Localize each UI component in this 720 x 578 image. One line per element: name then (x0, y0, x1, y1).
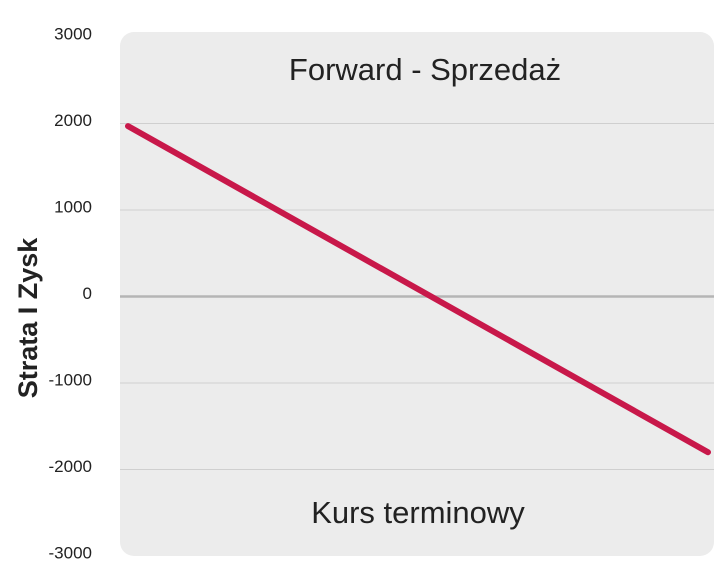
x-axis-label: Kurs terminowy (311, 495, 525, 530)
line-series (125, 123, 711, 456)
y-axis-label: Strata I Zysk (13, 237, 43, 399)
y-tick-label: -2000 (49, 457, 92, 476)
y-tick-label: -3000 (49, 543, 92, 562)
y-tick-label: 1000 (54, 197, 92, 216)
y-tick-label: 3000 (54, 24, 92, 43)
y-tick-label: -1000 (49, 370, 92, 389)
y-tick-label: 0 (83, 284, 92, 303)
y-tick-label: 2000 (54, 111, 92, 130)
chart-title: Forward - Sprzedaż (289, 52, 561, 87)
plot-background (120, 32, 714, 556)
